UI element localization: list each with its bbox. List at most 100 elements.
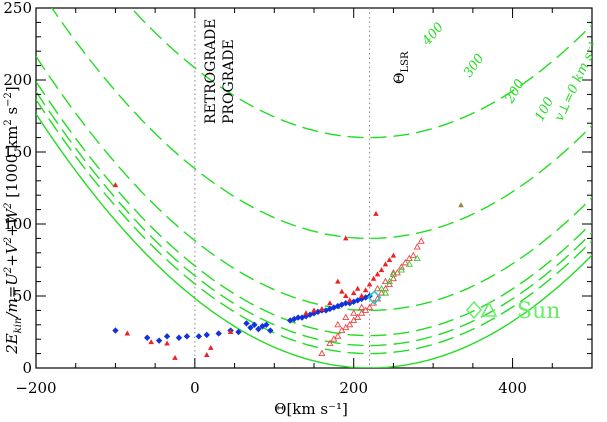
red-open-triangles-point-27 — [373, 284, 382, 292]
prograde-label: PROGRADE — [221, 39, 237, 124]
red-triangles-point-16 — [366, 281, 373, 287]
red-triangles-point-5 — [203, 352, 210, 358]
red-triangles-point-0 — [112, 182, 119, 188]
vperp-curve-400 — [130, 8, 592, 139]
red-open-triangles-point-3 — [334, 332, 342, 339]
red-triangles-point-18 — [374, 271, 381, 277]
curve-label-100: 100 — [532, 95, 557, 124]
red-open-triangles-point-26 — [358, 303, 366, 310]
y-tick-label: 150 — [3, 143, 32, 161]
theta-lsr-subscript: LSR — [400, 51, 411, 72]
red-triangles-point-17 — [370, 275, 377, 281]
blue-diamonds-point-13 — [251, 321, 258, 328]
axis-tick-labels: −200 0 200 400 0 50 100 150 200 250 — [3, 0, 527, 397]
y-tick-label: 0 — [22, 359, 32, 377]
red-open-triangles-point-22 — [409, 251, 417, 259]
red-triangles-point-20 — [382, 261, 389, 267]
red-open-triangles-point-28 — [381, 277, 390, 285]
blue-diamonds-point-20 — [294, 314, 302, 321]
vperp-curve-125 — [36, 91, 592, 347]
red-triangles-point-12 — [350, 290, 357, 296]
red-triangles-point-26 — [311, 307, 317, 313]
legend-sun-label: Sun — [517, 299, 560, 324]
vperp-curve-0 — [36, 113, 592, 368]
y-tick-label: 250 — [3, 0, 32, 17]
svg-text:ΘLSR: ΘLSR — [392, 51, 411, 84]
sun-marker — [367, 290, 382, 305]
blue-diamonds-point-5 — [183, 333, 191, 340]
red-triangles-point-4 — [172, 354, 178, 360]
red-open-triangles-point-31 — [342, 313, 350, 321]
green-triangles-point-1 — [385, 277, 394, 285]
red-open-triangles-point-20 — [401, 258, 409, 266]
legend: Sun — [466, 299, 560, 324]
blue-diamonds-point-8 — [215, 330, 222, 337]
red-triangles-point-13 — [354, 285, 361, 291]
red-triangles-point-27 — [327, 300, 333, 306]
red-triangles-point-19 — [378, 267, 385, 273]
reference-lines — [194, 8, 371, 368]
curve-label-200: 200 — [502, 77, 528, 107]
green-triangles-point-6 — [381, 289, 390, 296]
red-open-triangles-point-6 — [346, 320, 354, 328]
red-triangles-point-15 — [362, 287, 369, 293]
axis-ticks — [35, 7, 593, 369]
vperp-curves — [36, 8, 592, 368]
blue-diamonds-point-2 — [155, 337, 163, 344]
red-triangles-point-14 — [358, 293, 365, 298]
red-triangles-point-21 — [386, 257, 393, 262]
green-triangles-point-2 — [389, 270, 397, 277]
red-triangles-point-10 — [342, 293, 349, 298]
red-triangles-point-8 — [335, 278, 341, 284]
blue-diamonds-point-10 — [235, 328, 242, 336]
blue-diamonds-point-4 — [175, 334, 183, 341]
red-open-triangles-point-30 — [334, 320, 342, 328]
theta-lsr-symbol: Θ — [392, 73, 408, 84]
blue-diamonds-point-16 — [263, 321, 270, 328]
red-open-triangles-point-29 — [389, 269, 397, 276]
y-tick-label: 200 — [3, 71, 32, 89]
red-triangles-point-3 — [164, 340, 170, 346]
y-tick-label: 100 — [3, 215, 32, 233]
red-triangles-point-9 — [339, 288, 345, 294]
green-triangles-point-5 — [413, 254, 421, 262]
x-tick-label: 0 — [190, 379, 200, 397]
red-open-triangles-point-25 — [350, 309, 358, 316]
blue-diamonds-point-1 — [144, 334, 151, 341]
red-triangles-point-24 — [342, 235, 349, 241]
blue-diamonds-point-7 — [203, 331, 210, 339]
theta-lsr-label: ΘLSR — [392, 51, 411, 84]
blue-diamonds-point-14 — [255, 325, 262, 333]
curve-label-300: 300 — [461, 51, 488, 80]
y-tick-label: 50 — [13, 287, 32, 305]
blue-diamonds-point-17 — [267, 327, 274, 334]
red-triangles-point-1 — [124, 330, 131, 336]
red-open-triangles-point-23 — [413, 243, 421, 250]
y-axis-title: 2Ekin/m=U2+V2+W2 [1000 km2 s−2] — [3, 86, 24, 355]
blue-diamonds-point-12 — [247, 324, 254, 331]
red-triangles-point-6 — [207, 344, 214, 350]
legend-sun-diamond — [466, 300, 482, 320]
x-tick-label: −200 — [15, 379, 56, 397]
vperp-curve-150 — [36, 81, 592, 337]
x-tick-label: 200 — [339, 379, 368, 397]
vperp-curve-100 — [36, 99, 592, 355]
blue-diamonds-point-0 — [112, 327, 119, 334]
curve-label-0: v⊥=0 km s⁻¹ — [552, 39, 602, 123]
data-points — [112, 182, 464, 360]
red-triangles-point-2 — [148, 339, 154, 345]
red-open-triangles-point-24 — [417, 237, 425, 244]
blue-diamonds-point-3 — [163, 333, 171, 340]
x-tick-label: 400 — [498, 379, 527, 397]
green-triangles-point-4 — [405, 260, 413, 267]
red-open-triangles-point-1 — [326, 339, 334, 346]
red-open-triangles-point-8 — [354, 313, 362, 321]
red-triangles-point-7 — [227, 329, 234, 334]
curve-label-400: 400 — [419, 20, 447, 49]
red-open-triangles-point-17 — [389, 274, 397, 282]
red-triangles-point-22 — [390, 252, 397, 258]
green-triangles-point-3 — [397, 266, 405, 273]
red-triangles-point-23 — [373, 210, 379, 216]
red-open-triangles-point-11 — [366, 303, 374, 310]
